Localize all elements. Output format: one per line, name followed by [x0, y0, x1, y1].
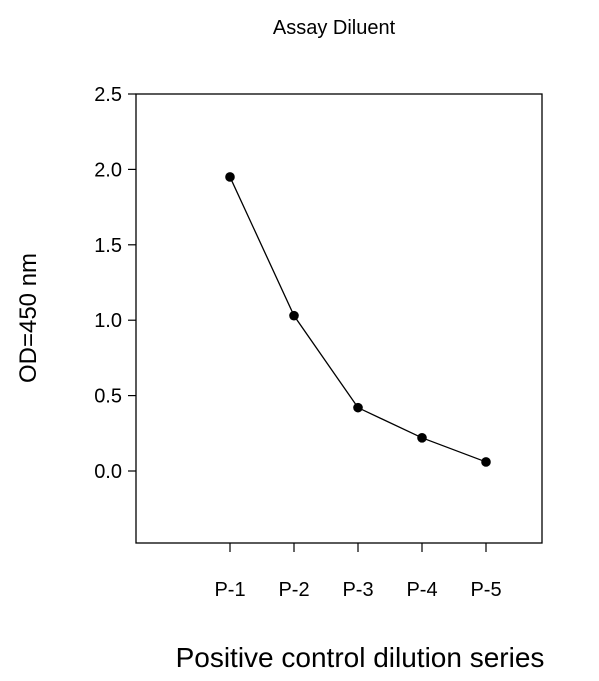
x-tick-label: P-3 [342, 579, 373, 601]
data-point [481, 457, 491, 467]
y-tick-label: 1.0 [94, 310, 122, 332]
data-point [289, 310, 299, 321]
x-tick-label: P-5 [470, 579, 501, 601]
x-tick-label: P-4 [406, 579, 437, 601]
y-tick-label: 0.5 [94, 386, 122, 408]
y-axis-label: OD=450 nm [15, 253, 42, 383]
y-axis: 0.0 0.5 1.0 1.5 2.0 2.5 [94, 84, 136, 483]
x-axis: P-1 P-2 P-3 P-4 P-5 [214, 543, 502, 601]
y-tick-label: 2.0 [94, 159, 122, 181]
series-line [229, 176, 487, 463]
plot-frame [135, 93, 543, 544]
data-point [353, 402, 363, 413]
data-point [225, 172, 235, 182]
chart-title: Assay Diluent [273, 17, 396, 39]
x-tick-label: P-2 [278, 579, 309, 601]
data-series [225, 172, 491, 467]
x-axis-label: Positive control dilution series [176, 642, 545, 673]
y-tick-label: 2.5 [94, 84, 122, 106]
y-tick-label: 1.5 [94, 235, 122, 257]
x-tick-label: P-1 [214, 579, 245, 601]
data-point [417, 433, 427, 443]
y-tick-label: 0.0 [94, 461, 122, 483]
